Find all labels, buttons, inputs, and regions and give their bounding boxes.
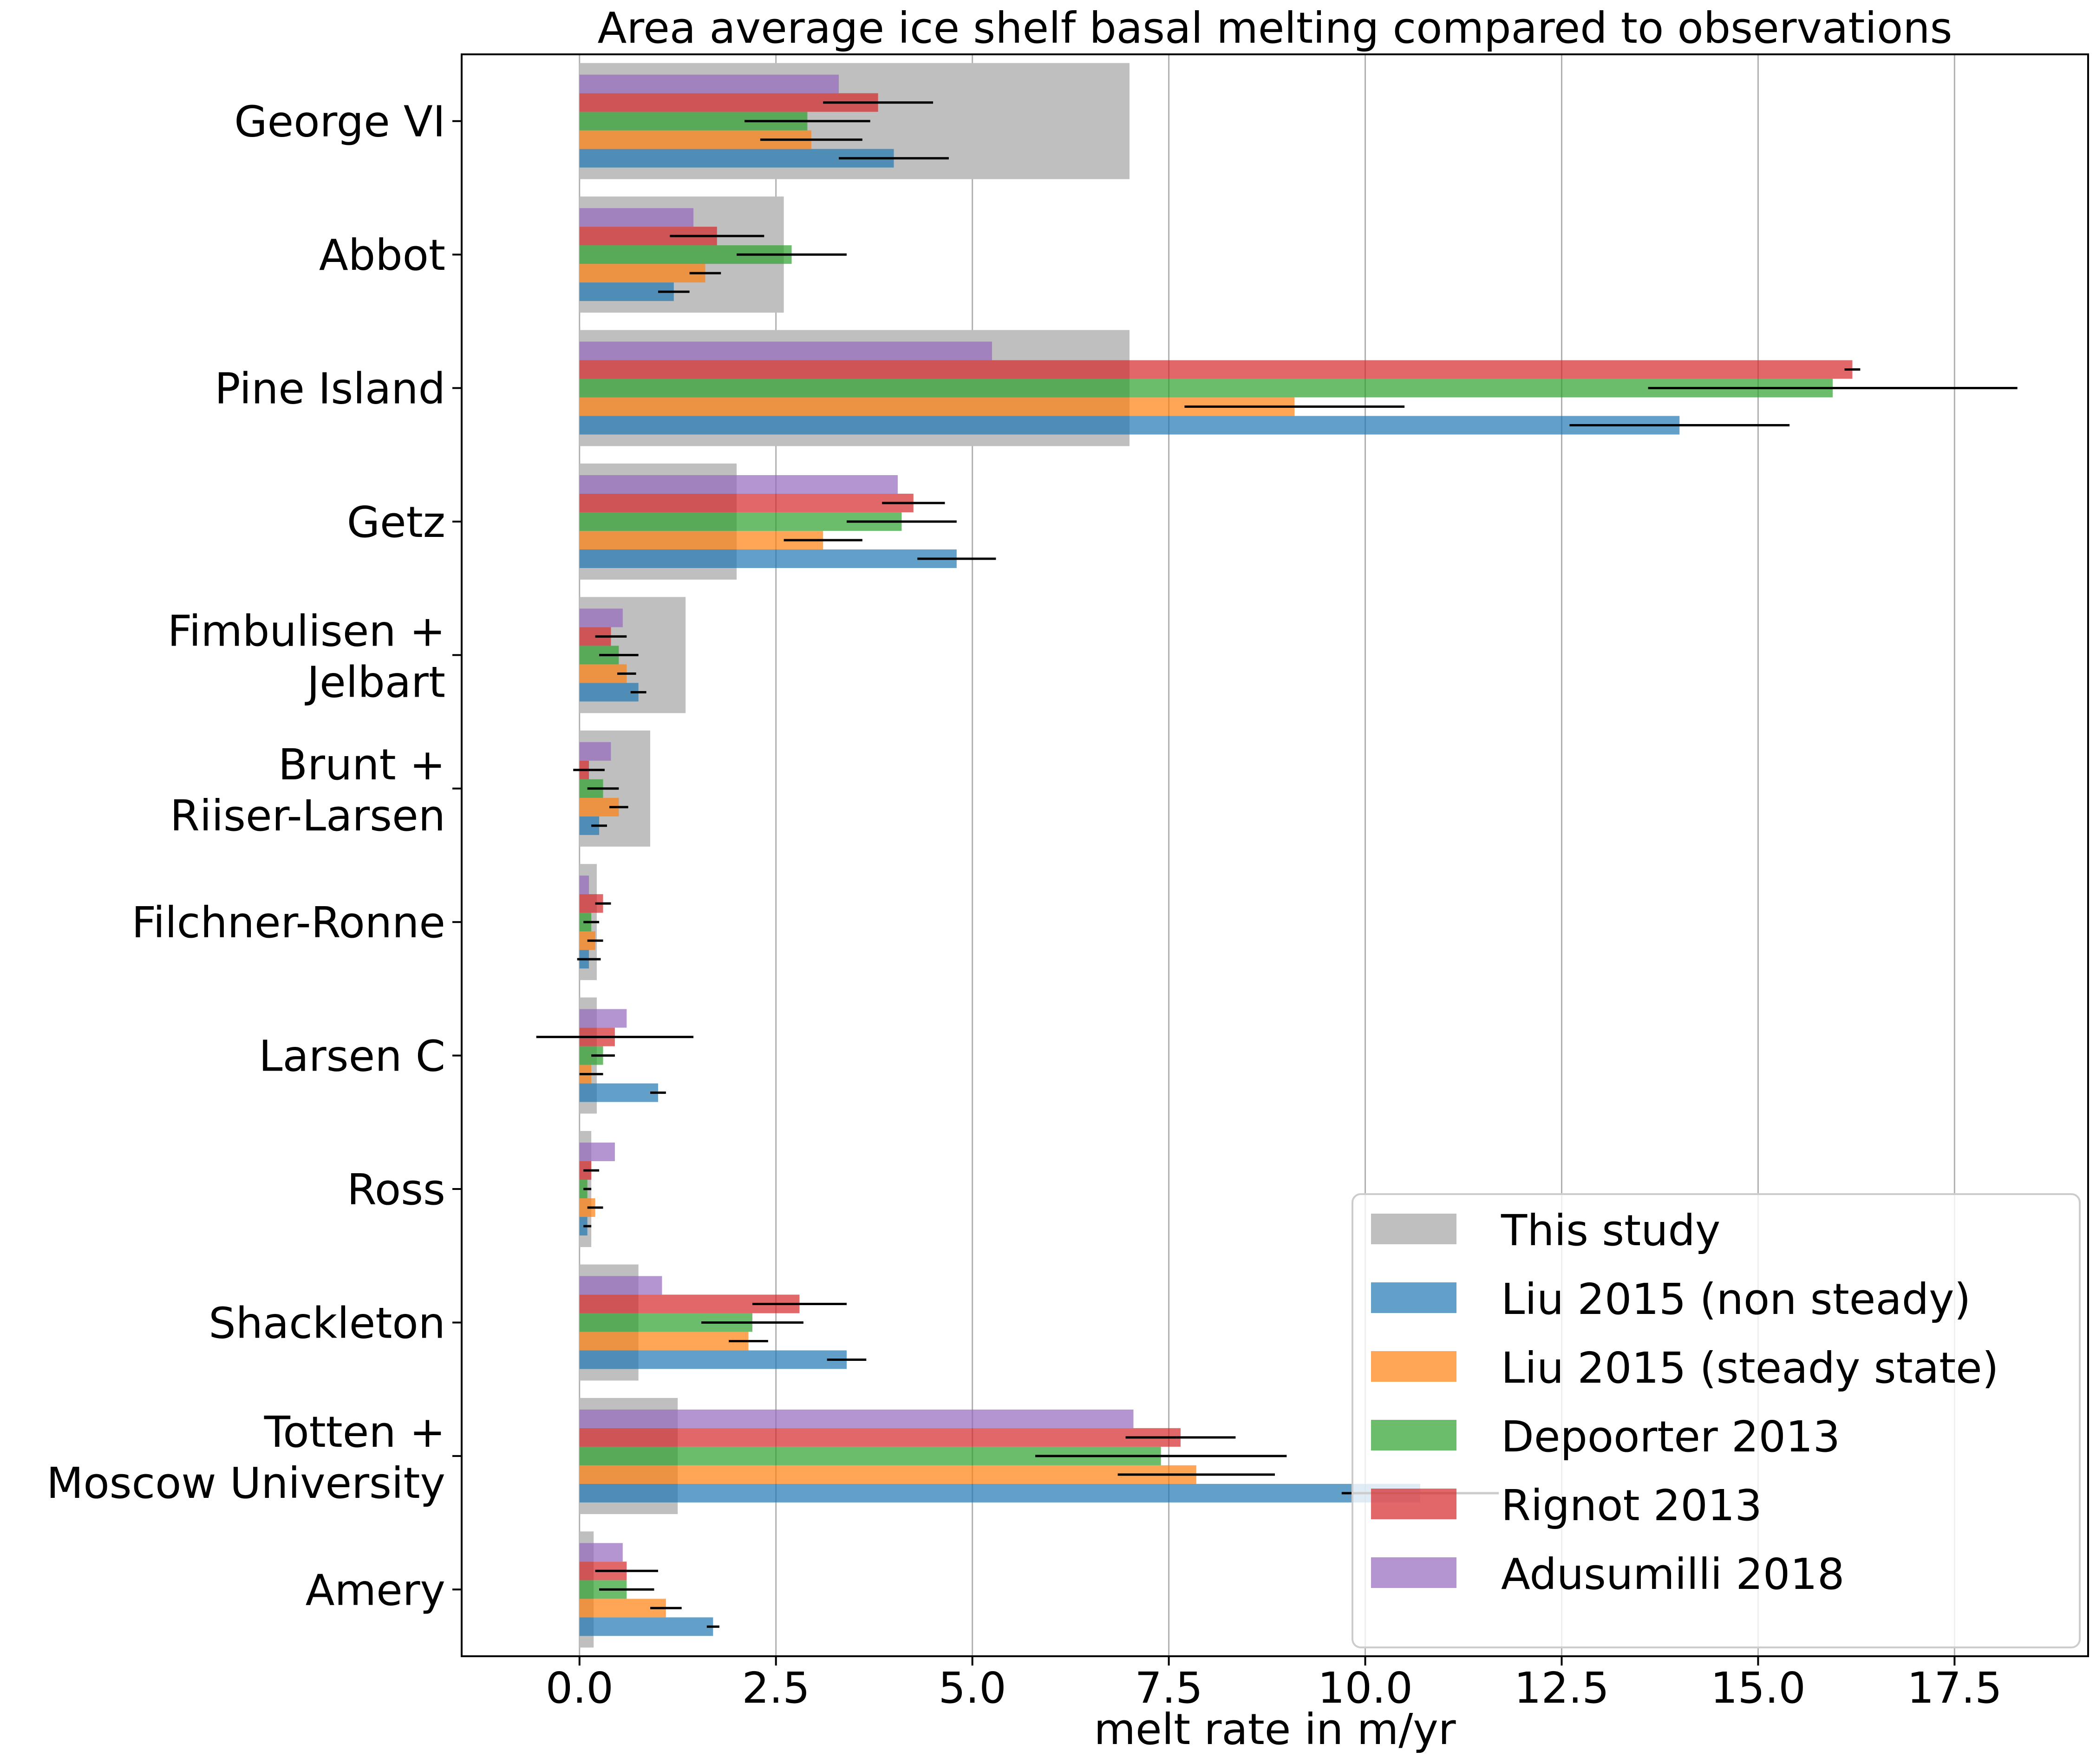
bar-liu-2015-steady-state- (579, 530, 823, 549)
x-tick-label: 2.5 (742, 1663, 810, 1713)
y-category-label: Fimbulisen + Jelbart (168, 606, 445, 707)
y-category-label: Ross (347, 1165, 445, 1215)
y-category-label: Abbot (319, 230, 445, 280)
legend-swatch (1371, 1420, 1456, 1450)
legend: This study Liu 2015 (non steady) Liu 2015 … (1352, 1193, 2081, 1648)
bar-adusumilli-2018 (579, 208, 694, 227)
legend-label: Liu 2015 (non steady) (1501, 1274, 1971, 1324)
y-category-label: Getz (347, 497, 445, 547)
bar-adusumilli-2018 (579, 1276, 662, 1295)
bar-adusumilli-2018 (579, 74, 839, 93)
legend-label: Depoorter 2013 (1501, 1412, 1840, 1462)
bar-liu-2015-non-steady- (579, 549, 957, 568)
y-axis: George VI Abbot Pine Island Getz Fimbulisen … (46, 97, 462, 1615)
legend-swatch (1371, 1557, 1456, 1588)
y-category-label: Larsen C (259, 1032, 445, 1081)
bar-depoorter-2013 (579, 379, 1833, 398)
y-category-label: Filchner-Ronne (131, 898, 445, 947)
chart-title: Area average ice shelf basal melting com… (597, 3, 1952, 53)
legend-label: Rignot 2013 (1501, 1481, 1762, 1530)
x-tick-label: 5.0 (939, 1663, 1006, 1713)
x-tick-label: 7.5 (1135, 1663, 1202, 1713)
bar-adusumilli-2018 (579, 341, 992, 360)
y-category-label: Brunt + Riiser-Larsen (170, 740, 445, 841)
legend-swatch (1371, 1214, 1456, 1244)
legend-swatch (1371, 1489, 1456, 1519)
x-tick-label: 0.0 (546, 1663, 614, 1713)
y-category-label: Totten + Moscow University (46, 1407, 445, 1508)
bar-adusumilli-2018 (579, 742, 611, 761)
bar-liu-2015-non-steady- (579, 282, 674, 301)
bar-liu-2015-non-steady- (579, 1617, 713, 1636)
y-category-label-line: Riiser-Larsen (170, 791, 445, 841)
y-category-label-line: Totten + (264, 1407, 445, 1457)
bar-liu-2015-steady-state- (579, 1332, 749, 1351)
bar-rignot-2013 (579, 1428, 1181, 1447)
x-tick-label: 15.0 (1711, 1663, 1806, 1713)
y-category-label-line: Moscow University (46, 1458, 445, 1508)
bar-rignot-2013 (579, 493, 914, 512)
bar-adusumilli-2018 (579, 1009, 627, 1028)
x-tick-label: 12.5 (1514, 1663, 1609, 1713)
y-category-label: Pine Island (215, 364, 445, 414)
bar-adusumilli-2018 (579, 1543, 623, 1562)
x-axis-label: melt rate in m/yr (1094, 1705, 1456, 1754)
bar-liu-2015-non-steady- (579, 416, 1680, 435)
x-axis: 0.0 2.5 5.0 7.5 10.0 12.5 15.0 17.5 (546, 1656, 2002, 1713)
bar-adusumilli-2018 (579, 608, 623, 627)
y-category-label-line: Brunt + (278, 740, 445, 790)
bar-adusumilli-2018 (579, 1143, 615, 1162)
bar-liu-2015-steady-state- (579, 1465, 1196, 1484)
legend-label: This study (1501, 1206, 1720, 1255)
bar-adusumilli-2018 (579, 1409, 1134, 1428)
bar-liu-2015-non-steady- (579, 1083, 658, 1102)
y-category-label: Shackleton (209, 1298, 445, 1348)
y-category-label: George VI (234, 97, 445, 147)
x-tick-label: 10.0 (1318, 1663, 1413, 1713)
bar-liu-2015-non-steady- (579, 1350, 847, 1369)
bar-liu-2015-non-steady- (579, 683, 639, 702)
bar-liu-2015-non-steady- (579, 1483, 1420, 1503)
legend-box (1352, 1193, 2081, 1648)
legend-label: Adusumilli 2018 (1501, 1549, 1845, 1599)
bar-liu-2015-steady-state- (579, 397, 1295, 416)
bar-adusumilli-2018 (579, 875, 589, 895)
y-category-label-line: Jelbart (305, 657, 445, 707)
legend-swatch (1371, 1282, 1456, 1313)
y-category-label: Amery (306, 1565, 445, 1615)
bar-adusumilli-2018 (579, 475, 898, 494)
plot-frame (461, 53, 2089, 1657)
x-tick-label: 17.5 (1907, 1663, 2002, 1713)
bar-rignot-2013 (579, 360, 1853, 379)
y-category-label-line: Fimbulisen + (168, 606, 445, 656)
bar-liu-2015-steady-state- (579, 264, 705, 283)
legend-swatch (1371, 1351, 1456, 1382)
legend-label: Liu 2015 (steady state) (1501, 1343, 1999, 1393)
